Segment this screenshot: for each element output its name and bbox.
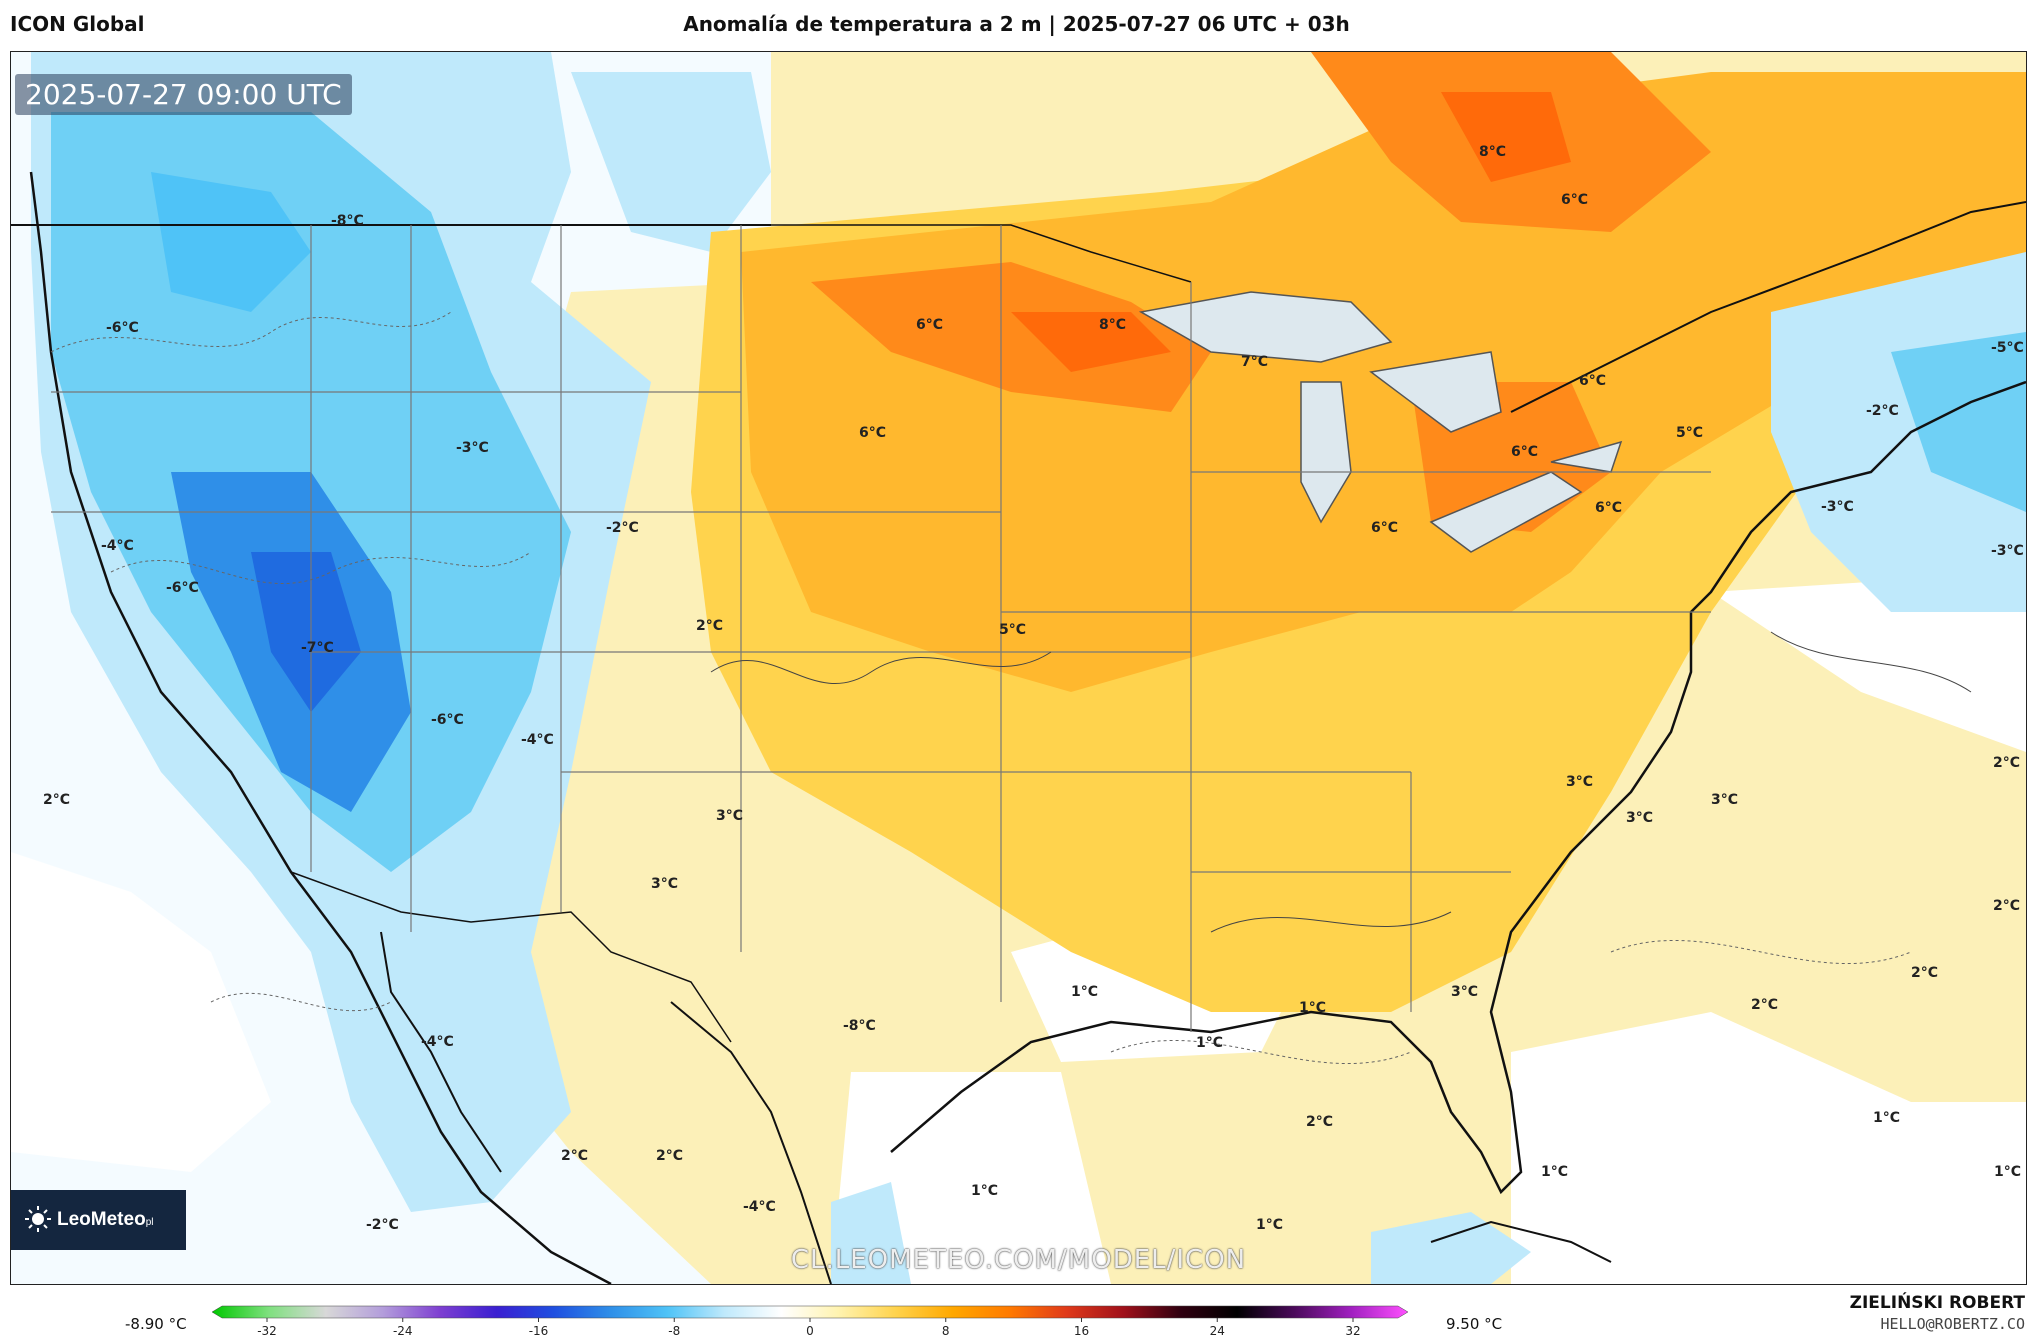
temperature-label-atlantic-3: 2°C <box>1993 898 2020 914</box>
watermark-url: CL.LEOMETEO.COM/MODEL/ICON <box>790 1245 1247 1275</box>
temperature-label-gulf-1: 1°C <box>1071 984 1098 1000</box>
temperature-label-atlantic-2: 2°C <box>1993 755 2020 771</box>
temperature-label-carolinas: 3°C <box>1566 774 1593 790</box>
colorbar-tick-label: 32 <box>1345 1324 1360 1338</box>
temperature-label-mexico-pacific: -2°C <box>366 1217 399 1233</box>
temperature-label-mexico-coast: 2°C <box>561 1148 588 1164</box>
leometeo-logo[interactable]: LeoMeteopl <box>11 1190 186 1250</box>
temperature-label-atlantic-5: 2°C <box>1751 997 1778 1013</box>
temperature-label-maine: -5°C <box>1991 340 2024 356</box>
temperature-label-new-england: -2°C <box>1866 403 1899 419</box>
temperature-label-michigan-east: 6°C <box>1511 444 1538 460</box>
temperature-label-s-california: -6°C <box>431 712 464 728</box>
temperature-label-minnesota: 8°C <box>1099 317 1126 333</box>
temperature-label-kansas: 5°C <box>999 622 1026 638</box>
temperature-label-caribbean-1: 1°C <box>1541 1164 1568 1180</box>
temperature-label-atlantic-far-ne: -3°C <box>1991 543 2024 559</box>
temperature-label-gulf-3: 1°C <box>1196 1035 1223 1051</box>
temperature-label-south-dakota: 6°C <box>859 425 886 441</box>
header: ICON Global Anomalía de temperatura a 2 … <box>0 0 2033 50</box>
temperature-label-new-york: 5°C <box>1676 425 1703 441</box>
colorbar-min-label: -8.90 °C <box>125 1315 187 1333</box>
colorbar-tick-label: -24 <box>393 1324 413 1338</box>
temperature-label-ohio: 6°C <box>1595 500 1622 516</box>
temperature-label-quebec: 6°C <box>1561 192 1588 208</box>
temperature-label-utah: -2°C <box>606 520 639 536</box>
temperature-label-caribbean-3: 1°C <box>1256 1217 1283 1233</box>
model-name: ICON Global <box>10 12 145 36</box>
temperature-label-idaho: -3°C <box>456 440 489 456</box>
temperature-label-ontario: 8°C <box>1479 144 1506 160</box>
logo-suffix: pl <box>145 1217 154 1228</box>
valid-time-badge: 2025-07-27 09:00 UTC <box>15 74 352 115</box>
map-frame: -6°C -8°C -3°C -4°C -6°C -7°C -2°C -6°C -4°C 2°C 3… <box>10 51 2027 1285</box>
temperature-label-georgia: 3°C <box>1626 810 1653 826</box>
temperature-label-indiana: 6°C <box>1371 520 1398 536</box>
temperature-label-atlantic-1: 3°C <box>1711 792 1738 808</box>
temperature-label-pacific-nw-1: -6°C <box>106 320 139 336</box>
temperature-label-colorado: 2°C <box>696 618 723 634</box>
colorbar-tick-label: 0 <box>806 1324 814 1338</box>
temperature-label-arizona: -4°C <box>521 732 554 748</box>
temperature-label-mexico-south: -4°C <box>743 1199 776 1215</box>
temperature-label-gulf-2: 1°C <box>1299 1000 1326 1016</box>
colorbar-tick-label: 8 <box>942 1324 950 1338</box>
temperature-label-ontario-south: 6°C <box>1579 373 1606 389</box>
temperature-label-atlantic-ne: -3°C <box>1821 499 1854 515</box>
temperature-label-florida: 3°C <box>1451 984 1478 1000</box>
colorbar-tick-label: 16 <box>1074 1324 1089 1338</box>
temperature-label-wisconsin: 7°C <box>1241 354 1268 370</box>
colorbar: -32 -24 -16 -8 0 8 16 24 32 <box>211 1305 1409 1338</box>
author-name: ZIELIŃSKI ROBERT <box>1849 1293 2025 1313</box>
temperature-label-gulf-4: 2°C <box>1306 1114 1333 1130</box>
temperature-label-new-mexico: 3°C <box>716 808 743 824</box>
temperature-label-north-dakota: 6°C <box>916 317 943 333</box>
temperature-label-n-california: -6°C <box>166 580 199 596</box>
logo-brand: LeoMeteo <box>57 1209 146 1230</box>
sun-icon <box>25 1206 51 1232</box>
colorbar-area: -8.90 °C -32 -24 -16 -8 0 8 16 24 32 9.50 °C ZIE… <box>0 1288 2033 1339</box>
colorbar-tick-label: -16 <box>529 1324 549 1338</box>
temperature-label-nevada: -7°C <box>301 640 334 656</box>
temperature-label-s-new-mexico: 3°C <box>651 876 678 892</box>
logo-text: LeoMeteopl <box>57 1209 153 1231</box>
temperature-label-atlantic-6: 1°C <box>1873 1110 1900 1126</box>
temperature-label-mexico-north: -8°C <box>843 1018 876 1034</box>
temperature-label-pacific-nw-2: -8°C <box>331 213 364 229</box>
colorbar-gradient <box>211 1305 1409 1319</box>
map-title: Anomalía de temperatura a 2 m | 2025-07-… <box>683 12 1350 36</box>
temperature-label-atlantic-7: 1°C <box>1994 1164 2021 1180</box>
author-email[interactable]: HELLO@ROBERTZ.CO <box>1880 1315 2026 1333</box>
temperature-label-mexico-central: 2°C <box>656 1148 683 1164</box>
temperature-label-baja: -4°C <box>421 1034 454 1050</box>
temperature-label-oregon-coast: -4°C <box>101 538 134 554</box>
temperature-label-atlantic-4: 2°C <box>1911 965 1938 981</box>
temperature-labels: -6°C -8°C -3°C -4°C -6°C -7°C -2°C -6°C -4°C 2°C 3… <box>43 144 2024 1233</box>
colorbar-tick-label: -8 <box>668 1324 680 1338</box>
temperature-label-pacific: 2°C <box>43 792 70 808</box>
temperature-label-caribbean-2: 1°C <box>971 1183 998 1199</box>
colorbar-tick-label: 24 <box>1210 1324 1225 1338</box>
colorbar-max-label: 9.50 °C <box>1446 1315 1503 1333</box>
anomaly-map[interactable]: -6°C -8°C -3°C -4°C -6°C -7°C -2°C -6°C -4°C 2°C 3… <box>11 52 2026 1284</box>
colorbar-tick-label: -32 <box>257 1324 277 1338</box>
